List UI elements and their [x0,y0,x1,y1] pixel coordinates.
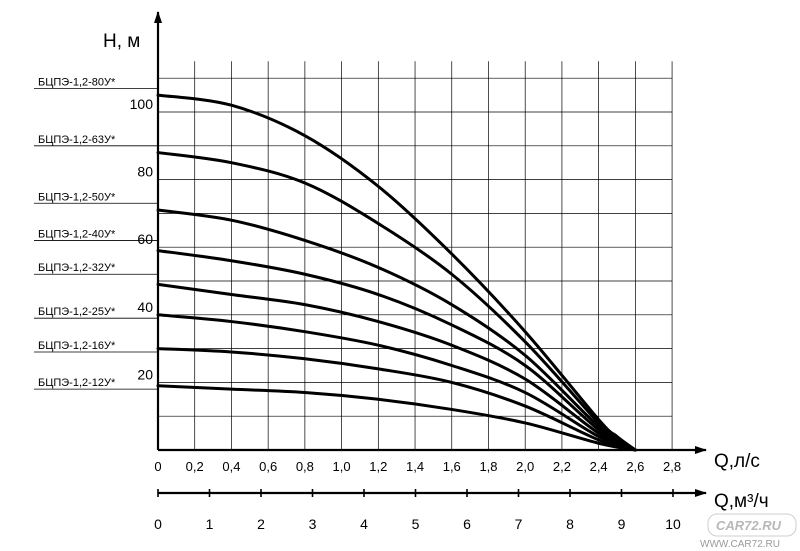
axes [154,11,707,497]
series-curve [156,282,637,452]
x-tick-label: 0,2 [186,459,204,474]
x2-tick-label: 0 [154,516,162,532]
x2-tick-label: 1 [206,516,214,532]
series-label: БЦПЭ-1,2-50У* [38,191,116,203]
model-label-lines [34,87,158,390]
x2-tick-label: 5 [412,516,420,532]
series-curve [156,93,637,452]
model-labels: БЦПЭ-1,2-80У* БЦПЭ-1,2-63У* БЦПЭ-1,2-50У* Б… [38,76,116,389]
series-curve [156,384,637,452]
watermark-logo: CAR72.RU [716,518,782,533]
series-curve [156,208,637,452]
watermark: CAR72.RU WWW.CAR72.RU [700,513,797,550]
series-label: БЦПЭ-1,2-32У* [38,262,116,274]
tick-labels: 0 0,2 0,4 0,6 0,8 1,0 1,2 1,4 1,6 1,8 2,0 2,2 2,4 2,6… [130,96,681,532]
series-label: БЦПЭ-1,2-25У* [38,306,116,318]
y-tick-label: 20 [137,366,153,382]
x-tick-label: 2,6 [626,459,644,474]
x-tick-label: 0,6 [259,459,277,474]
series-curve [156,347,637,452]
series-curve [156,249,637,452]
y-tick-label: 60 [137,231,153,247]
x-tick-label: 2,0 [516,459,534,474]
x2-tick-label: 6 [463,516,471,532]
x-tick-label: 0,4 [222,459,240,474]
x2-tick-label: 7 [515,516,523,532]
x2-tick-label: 8 [566,516,574,532]
x2-tick-label: 10 [665,516,681,532]
x-tick-label: 1,2 [369,459,387,474]
x-axis-title: Q,л/с [714,451,760,472]
x2-axis-title: Q,м³/ч [714,491,769,512]
watermark-badge [707,513,797,537]
series-label: БЦПЭ-1,2-40У* [38,228,116,240]
watermark-url: WWW.CAR72.RU [700,539,780,550]
x-tick-label: 1,6 [443,459,461,474]
y-tick-label: 80 [137,164,153,180]
series-label: БЦПЭ-1,2-63У* [38,134,116,146]
x-tick-label: 0 [154,459,161,474]
x2-tick-label: 9 [618,516,626,532]
series-curve [156,313,637,452]
x2-tick-label: 3 [309,516,317,532]
grid [158,61,673,450]
x-tick-label: 1,4 [406,459,424,474]
y-tick-label: 40 [137,299,153,315]
x-tick-label: 2,4 [590,459,608,474]
x-tick-label: 1,0 [333,459,351,474]
series-label: БЦПЭ-1,2-16У* [38,340,116,352]
y-axis-title: Н, м [103,31,140,52]
x-tick-label: 2,8 [663,459,681,474]
pump-curves [156,93,637,452]
series-label: БЦПЭ-1,2-80У* [38,76,116,88]
series-label: БЦПЭ-1,2-12У* [38,377,116,389]
x2-tick-label: 4 [360,516,368,532]
x-tick-label: 0,8 [296,459,314,474]
x-tick-label: 2,2 [553,459,571,474]
y-tick-label: 100 [130,96,154,112]
x2-tick-label: 2 [257,516,265,532]
x-tick-label: 1,8 [479,459,497,474]
